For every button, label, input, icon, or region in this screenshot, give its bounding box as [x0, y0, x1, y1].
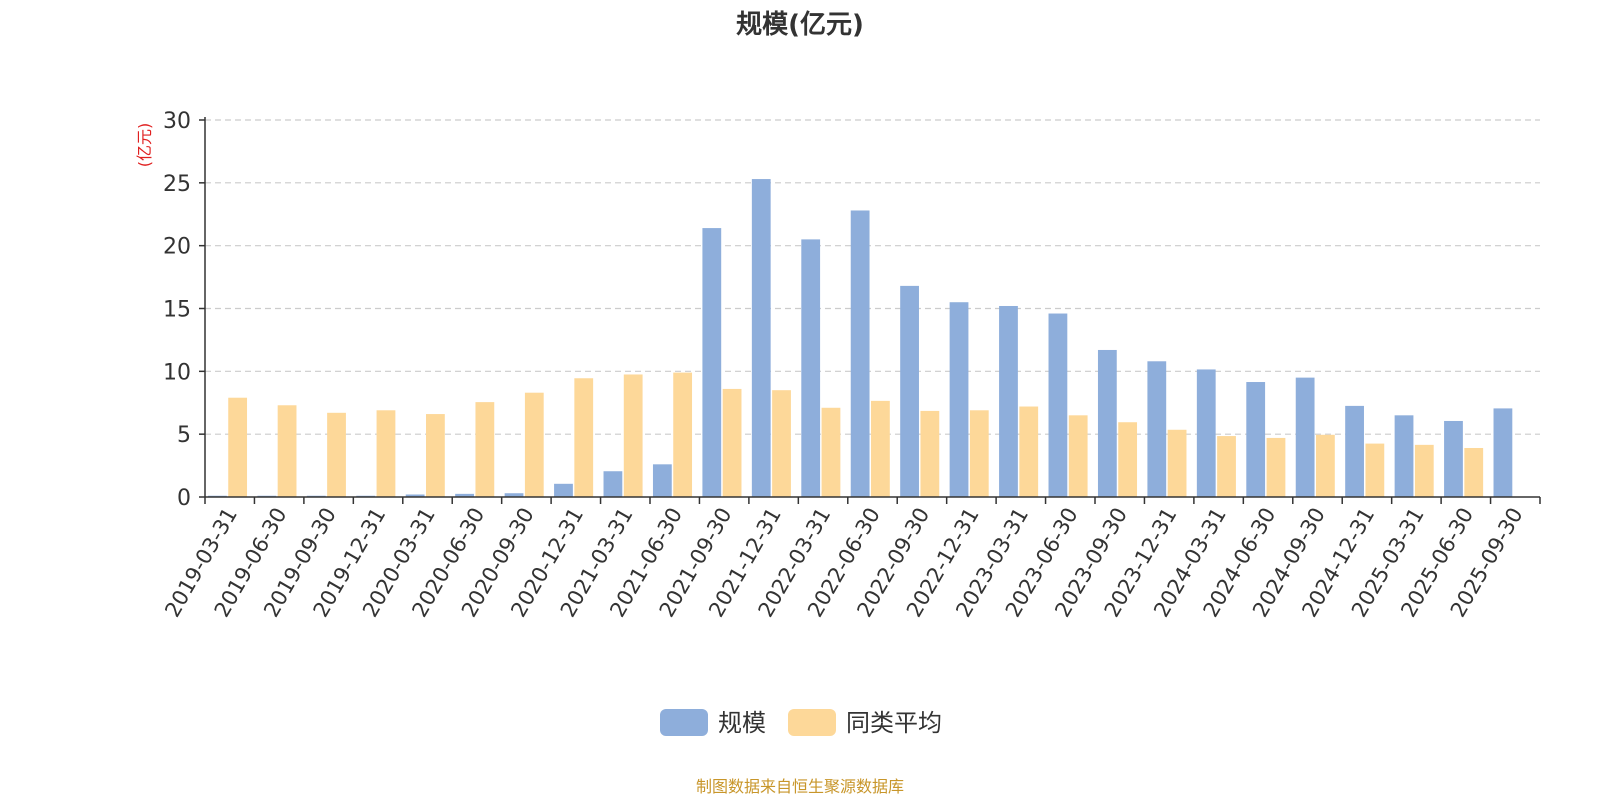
bar-peer-average: [376, 410, 396, 497]
y-tick-label: 30: [163, 109, 191, 134]
bar-peer-average: [969, 410, 989, 497]
bar-peer-average: [228, 397, 248, 497]
source-note: 制图数据来自恒生聚源数据库: [696, 777, 904, 796]
bars: [207, 179, 1513, 498]
bar-peer-average: [327, 412, 346, 497]
bar-peer-average: [871, 400, 890, 497]
bar-scale: [1345, 405, 1364, 497]
bar-scale: [1444, 420, 1463, 497]
bar-scale: [702, 228, 722, 497]
bar-scale: [652, 464, 672, 497]
bar-peer-average: [1464, 447, 1484, 497]
bar-peer-average: [722, 388, 742, 497]
legend-label-peer-average: 同类平均: [846, 709, 942, 737]
bar-peer-average: [772, 390, 791, 497]
y-tick-label: 15: [163, 298, 191, 323]
bar-peer-average: [1019, 406, 1039, 497]
bar-scale: [1147, 361, 1167, 497]
legend: 规模 同类平均: [660, 709, 942, 737]
x-tick-labels: 2019-03-312019-06-302019-09-302019-12-31…: [160, 504, 1527, 622]
bar-peer-average: [1167, 429, 1187, 497]
bar-scale: [1493, 408, 1513, 497]
bar-peer-average: [574, 378, 594, 497]
bar-scale: [1295, 377, 1315, 497]
bar-scale: [554, 483, 573, 497]
bar-peer-average: [673, 372, 693, 497]
bar-peer-average: [1414, 444, 1434, 497]
y-tick-label: 0: [177, 486, 191, 511]
bar-scale: [1097, 349, 1117, 497]
bar-scale: [1048, 313, 1068, 497]
bar-scale: [1246, 382, 1266, 497]
bar-scale: [1196, 369, 1216, 497]
bar-peer-average: [623, 374, 643, 497]
bar-peer-average: [1365, 443, 1385, 497]
bar-scale: [949, 302, 969, 497]
bar-scale: [999, 305, 1018, 497]
bar-scale: [405, 494, 425, 497]
y-tick-labels: 0 5 10 15 20 25 30: [163, 109, 191, 511]
bar-peer-average: [1266, 437, 1286, 497]
bar-peer-average: [1316, 434, 1335, 497]
bar-peer-average: [1118, 422, 1138, 497]
bar-scale: [850, 210, 870, 498]
bar-scale: [900, 285, 919, 497]
chart-title: 规模(亿元): [736, 10, 864, 40]
legend-swatch-scale: [660, 709, 708, 736]
legend-label-scale: 规模: [718, 709, 766, 737]
bar-scale: [1394, 415, 1414, 497]
legend-swatch-peer-average: [788, 709, 836, 736]
bar-peer-average: [1068, 415, 1088, 497]
bar-peer-average: [821, 407, 841, 497]
bar-peer-average: [920, 410, 940, 497]
bar-peer-average: [1217, 436, 1236, 497]
axes: [199, 117, 1541, 504]
bar-peer-average: [426, 414, 445, 497]
y-tick-label: 10: [163, 360, 191, 385]
gridlines: [205, 119, 1540, 435]
y-tick-label: 25: [163, 172, 191, 197]
bar-scale: [751, 179, 771, 497]
y-tick-label: 20: [163, 235, 191, 260]
bar-peer-average: [277, 405, 297, 497]
bar-peer-average: [524, 392, 544, 497]
bar-peer-average: [475, 402, 495, 497]
bar-scale: [603, 471, 623, 497]
bar-scale: [504, 493, 524, 497]
y-tick-label: 5: [177, 423, 191, 448]
y-axis-label: (亿元): [135, 123, 154, 168]
bar-scale: [455, 493, 474, 497]
bar-scale: [801, 239, 821, 497]
